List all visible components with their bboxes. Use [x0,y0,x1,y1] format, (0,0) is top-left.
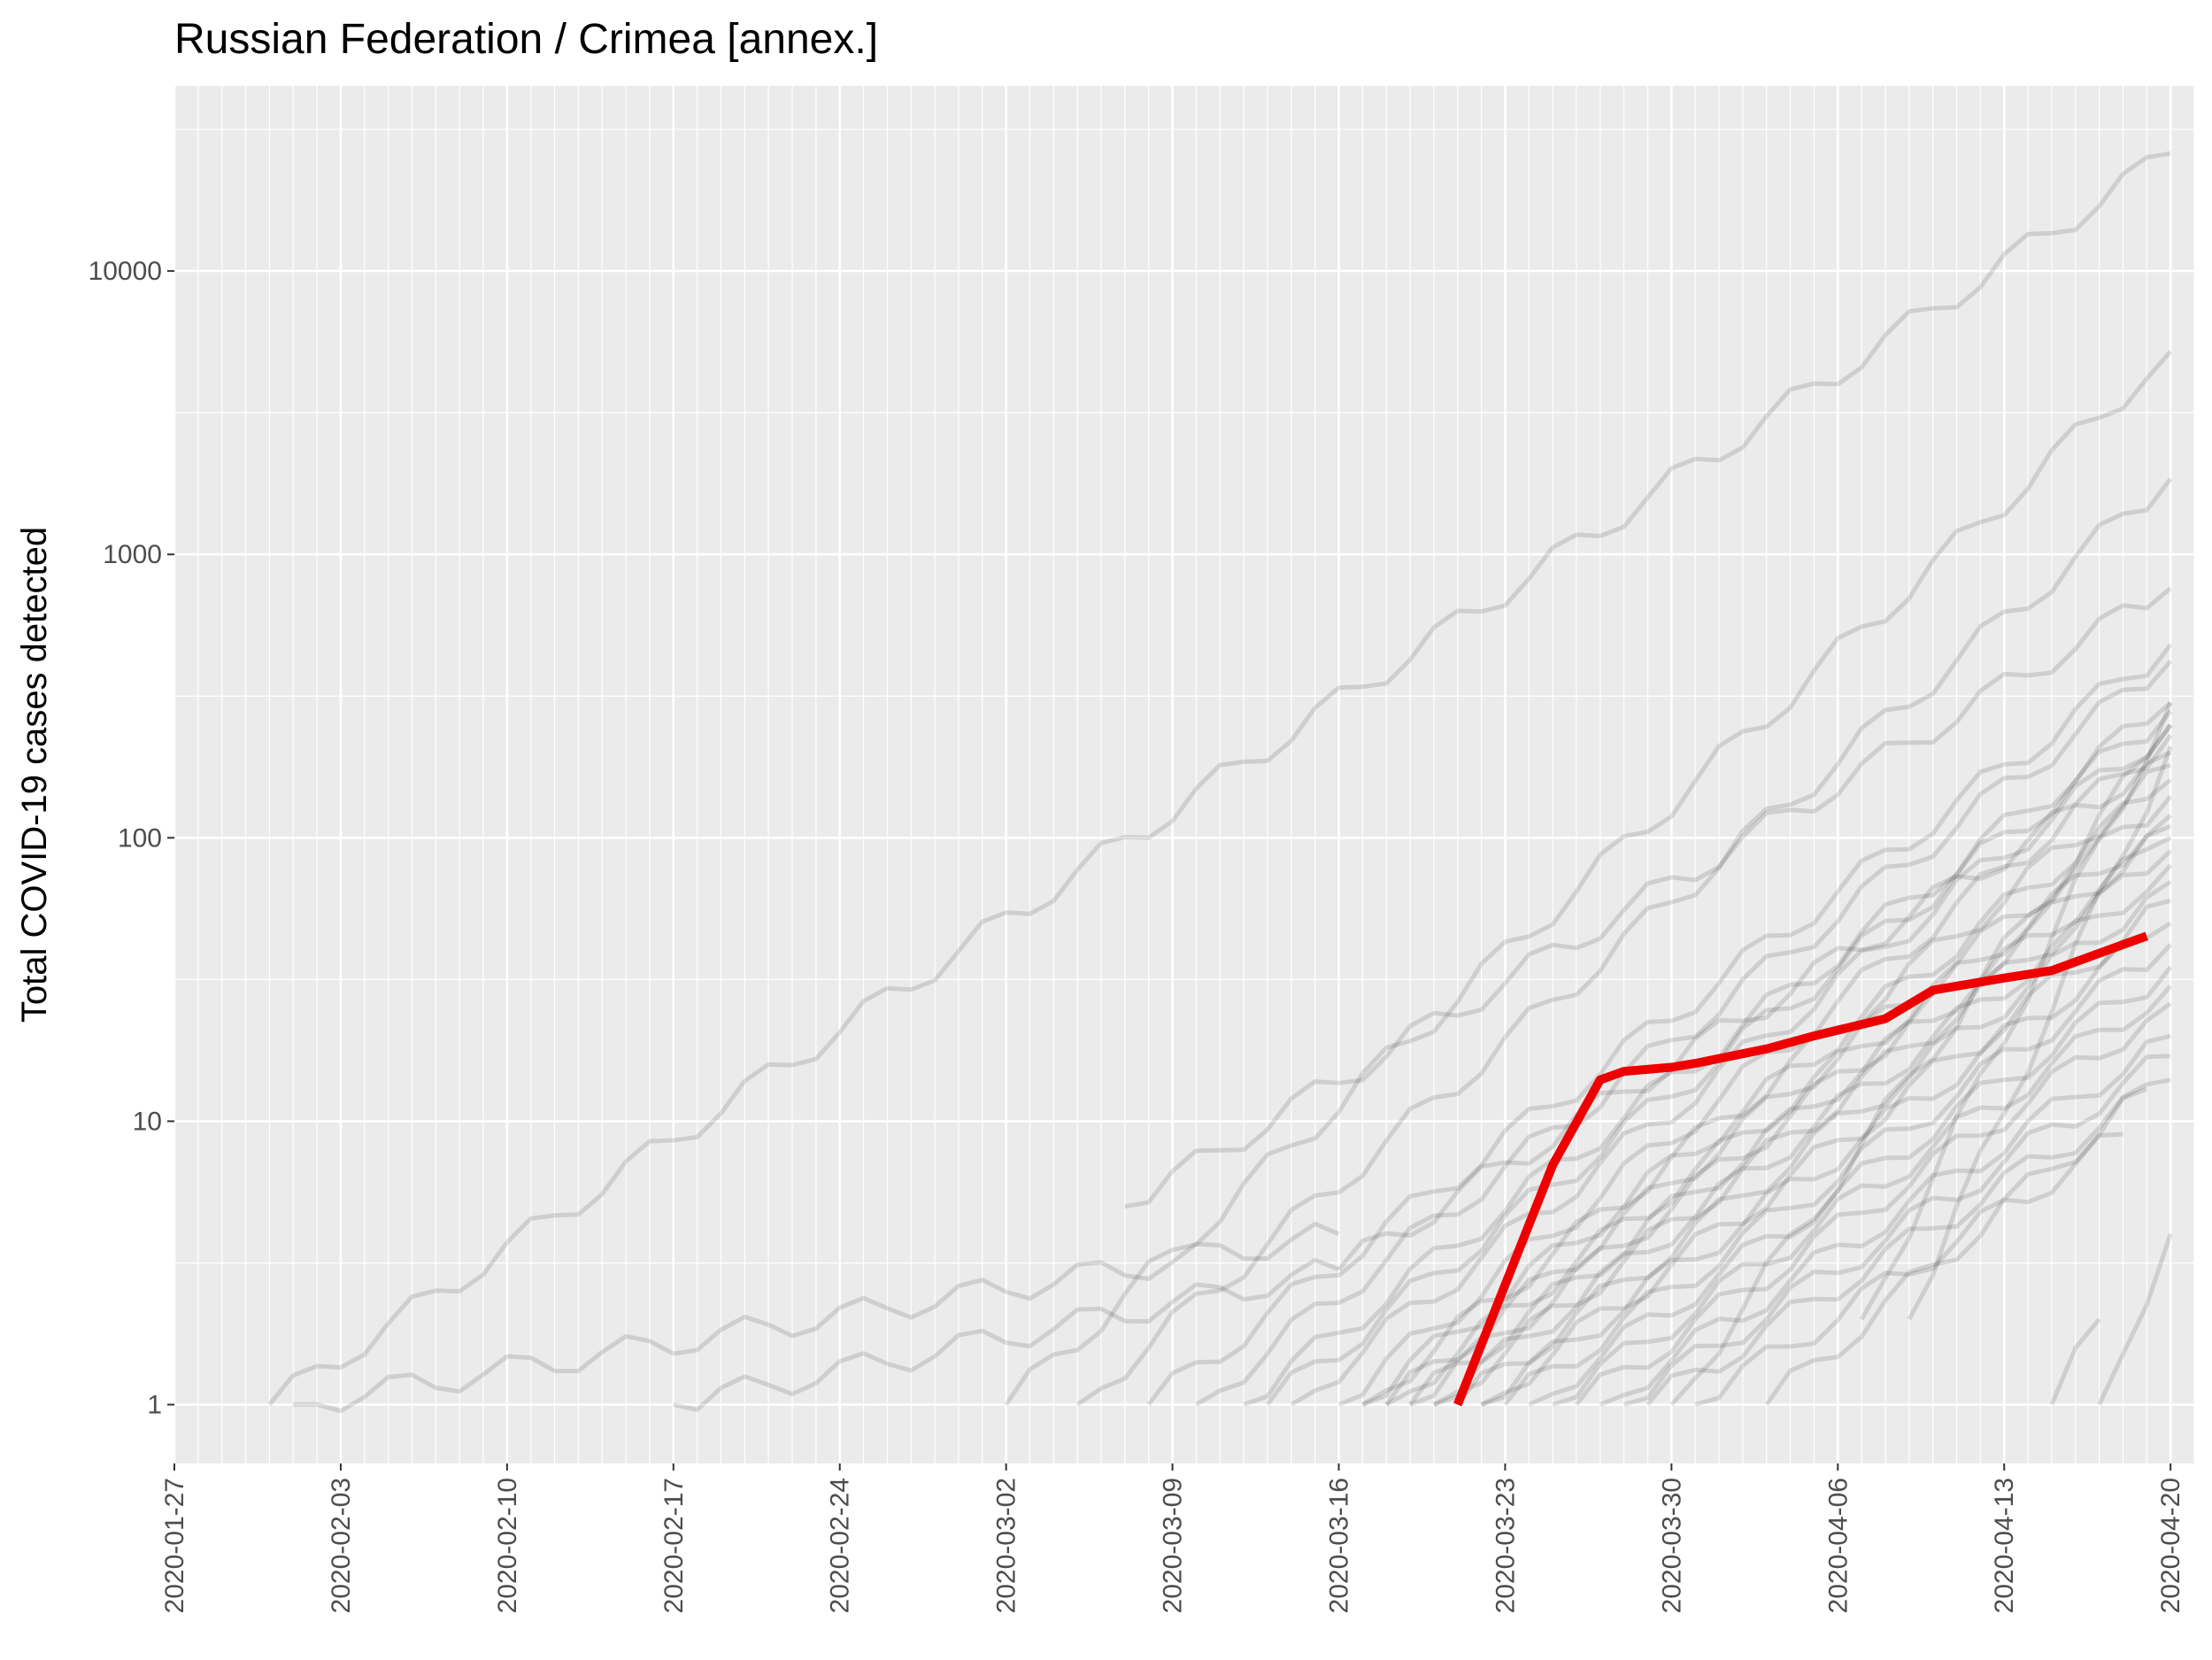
major-gridlines [173,86,2194,1463]
x-tick-label: 2020-04-13 [1990,1478,2019,1613]
y-tick-label: 10 [133,1107,162,1136]
region-series-line [1384,814,2172,1407]
region-series-line [673,1257,1340,1412]
region-series-line [1575,1001,2172,1407]
y-tick-label: 1000 [103,540,162,569]
region-series-line [1503,943,2173,1407]
x-tick-label: 2020-01-27 [160,1478,189,1613]
region-series-line [1075,477,2173,1407]
region-series-line [1337,750,2172,1271]
x-tick-label: 2020-03-23 [1491,1478,1520,1613]
x-tick-label: 2020-03-02 [992,1478,1021,1613]
chart-title: Russian Federation / Crimea [annex.] [174,16,878,63]
region-series-line [1552,984,2173,1407]
region-series-line [1764,1086,2148,1406]
region-series-line [1146,643,2173,1407]
x-tick-label: 2020-03-09 [1159,1478,1188,1613]
region-series-line [1907,745,2173,1321]
x-tick-label: 2020-03-16 [1325,1478,1354,1613]
region-series-line [1455,879,2172,1407]
region-series-line [1195,660,2173,1407]
region-series-line [1408,836,2172,1407]
region-series-line [1265,709,2173,1406]
x-tick-label: 2020-02-10 [493,1478,522,1613]
region-series-line [1859,701,2173,1321]
region-series-line [1528,965,2173,1407]
region-series-line [1480,898,2171,1407]
highlight-series-line [1453,931,2148,1407]
region-series-line [293,1221,1340,1414]
region-series-line [1432,849,2172,1407]
region-series-line [1409,823,2172,1407]
y-tick-label: 100 [118,823,162,853]
y-axis-label: Total COVID-19 cases detected [15,527,54,1023]
x-tick-label: 2020-02-24 [826,1478,855,1613]
region-series-line [1337,734,2173,1407]
x-tick-label: 2020-04-06 [1823,1478,1853,1613]
x-tick-label: 2020-02-03 [327,1478,356,1613]
x-tick-label: 2020-03-30 [1657,1478,1686,1613]
region-series-line [2097,1233,2173,1406]
region-series-line [1669,723,2173,1407]
region-series-line [1623,1054,2171,1407]
region-series-line [267,151,2171,1407]
region-series-line [1004,350,2173,1406]
region-series-line [1480,921,2172,1407]
plot-panel [174,86,2194,1463]
x-axis: 2020-01-27 2020-02-03 2020-02-10 2020-02-17… [160,1463,2185,1613]
region-series-line [1433,863,2173,1407]
x-tick-label: 2020-02-17 [659,1478,689,1613]
region-series-line [1646,1077,2171,1407]
y-tick-label: 1 [147,1391,162,1420]
region-series-line [1124,586,2172,1209]
region-series-line [2049,1317,2101,1406]
region-series-line [1384,794,2173,1406]
region-series-line [1599,1033,2171,1407]
y-axis: 1 10 100 1000 10000 [89,257,174,1420]
minor-gridlines [174,86,2195,1463]
x-tick-label: 2020-04-20 [2156,1478,2185,1613]
region-series-line [1694,1131,2123,1407]
y-tick-label: 10000 [89,257,162,286]
